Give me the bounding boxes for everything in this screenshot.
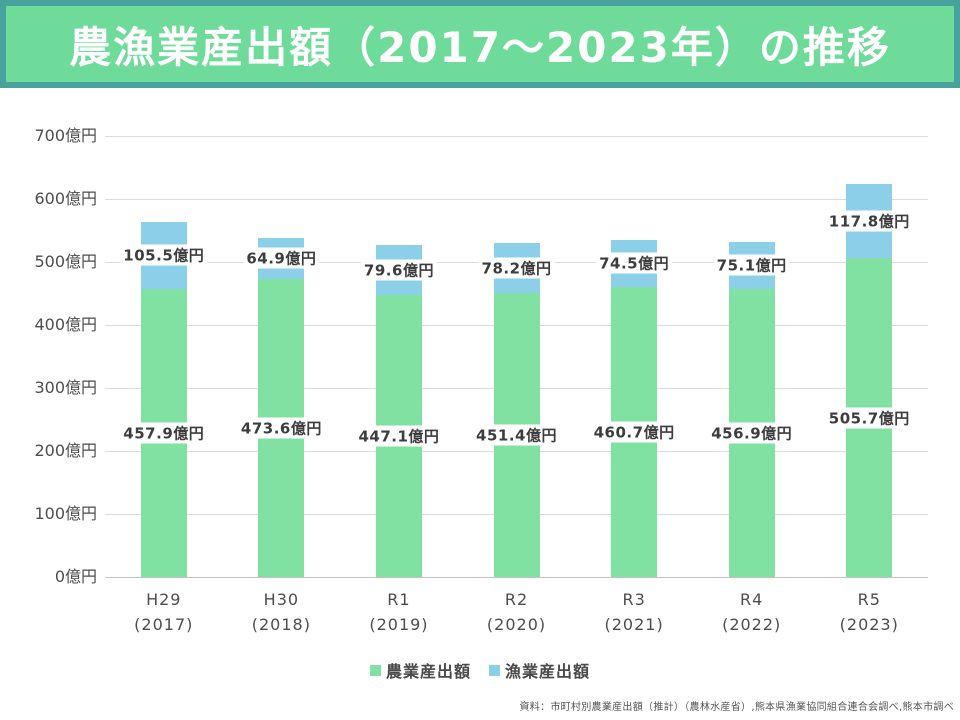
y-axis-tick-label: 700億円 <box>34 126 97 145</box>
legend-label-fishery: 漁業産出額 <box>505 662 591 681</box>
fishery-swatch-icon <box>489 664 500 676</box>
data-label-fishery: 117.8億円 <box>825 210 913 232</box>
data-label-fishery: 78.2億円 <box>478 257 555 279</box>
data-label-agriculture: 460.7億円 <box>590 421 678 443</box>
stacked-bar <box>375 245 422 577</box>
data-label-fishery: 79.6億円 <box>360 259 437 281</box>
data-label-agriculture: 451.4億円 <box>473 424 560 446</box>
y-axis-tick-label: 600億円 <box>34 189 97 208</box>
bars: 457.9億円 105.5億円 H29 (2017) 473.6億円 64.9億円 H30(… <box>105 136 928 634</box>
y-axis-tick-label: 0億円 <box>54 567 97 586</box>
source-note: 資料：市町村別農業産出額（推計）（農林水産省）,熊本県漁業協同組合連合会調べ,熊… <box>519 702 954 713</box>
bar-column: 456.9億円 75.1億円 R4 (2022) <box>693 136 811 634</box>
data-label-agriculture: 447.1億円 <box>355 425 443 447</box>
agriculture-swatch-icon <box>369 664 381 676</box>
data-label-agriculture: 473.6億円 <box>237 417 325 439</box>
page-title: 農漁業産出額（2017～2023年）の推移 <box>69 22 891 72</box>
legend-label-agriculture: 農業産出額 <box>385 662 471 681</box>
x-axis-tick-label: R5 (2023) <box>839 590 899 634</box>
x-axis-tick-label: H30 (2018) <box>251 590 311 634</box>
stacked-bar <box>140 222 187 577</box>
x-axis-tick-label: R3 (2021) <box>604 590 664 634</box>
gridline <box>105 199 928 200</box>
data-label-agriculture: 457.9億円 <box>120 422 208 444</box>
gridline <box>105 136 928 137</box>
stacked-bar <box>728 241 775 577</box>
bar-column: 473.6億円 64.9億円 H30 (2018) <box>223 136 341 634</box>
stacked-bar <box>846 184 893 577</box>
bar-column: 451.4億円 78.2億円 R2 (2020) <box>458 136 576 634</box>
legend-item-agriculture: 農業産出額 <box>369 658 471 682</box>
stacked-bar <box>493 243 540 577</box>
y-axis-tick-label: 200億円 <box>34 441 97 460</box>
stacked-bar <box>258 237 305 577</box>
plot-area: 0億円 100億円 200億円 300億円 400億円 500億円 600億円 700億円 4… <box>34 126 928 634</box>
x-axis-tick-label: R2 (2020) <box>486 590 547 634</box>
y-axis-tick-label: 400億円 <box>34 315 97 334</box>
legend-item-fishery: 漁業産出額 <box>489 658 590 682</box>
title-banner: 農漁業産出額（2017～2023年）の推移 <box>0 0 960 88</box>
data-label-agriculture: 505.7億円 <box>825 407 913 429</box>
data-label-agriculture: 456.9億円 <box>708 422 796 444</box>
y-axis-tick-label: 500億円 <box>34 252 97 271</box>
bar-column: 505.7億円 117.8億円 R5 (2023) <box>810 136 928 634</box>
bar-column: 447.1億円 79.6億円 R1 (2019) <box>340 136 458 634</box>
data-label-fishery: 64.9億円 <box>243 247 320 269</box>
bar-column: 460.7億円 74.5億円 R3 (2021) <box>575 136 693 634</box>
x-axis-tick-label: R4 (2022) <box>722 590 782 634</box>
data-label-fishery: 74.5億円 <box>596 252 673 274</box>
y-axis-tick-label: 300億円 <box>34 378 97 397</box>
data-label-fishery: 75.1億円 <box>713 254 790 276</box>
x-axis-tick-label: R1 (2019) <box>369 590 429 634</box>
x-axis-line <box>105 577 928 578</box>
y-axis-tick-label: 100億円 <box>34 504 97 523</box>
x-axis-tick-label: H29 (2017) <box>134 590 194 634</box>
data-label-fishery: 105.5億円 <box>120 244 208 266</box>
stacked-bar <box>611 239 658 577</box>
legend: 農業産出額 漁業産出額 <box>0 658 960 682</box>
bar-column: 457.9億円 105.5億円 H29 (2017) <box>105 136 223 634</box>
